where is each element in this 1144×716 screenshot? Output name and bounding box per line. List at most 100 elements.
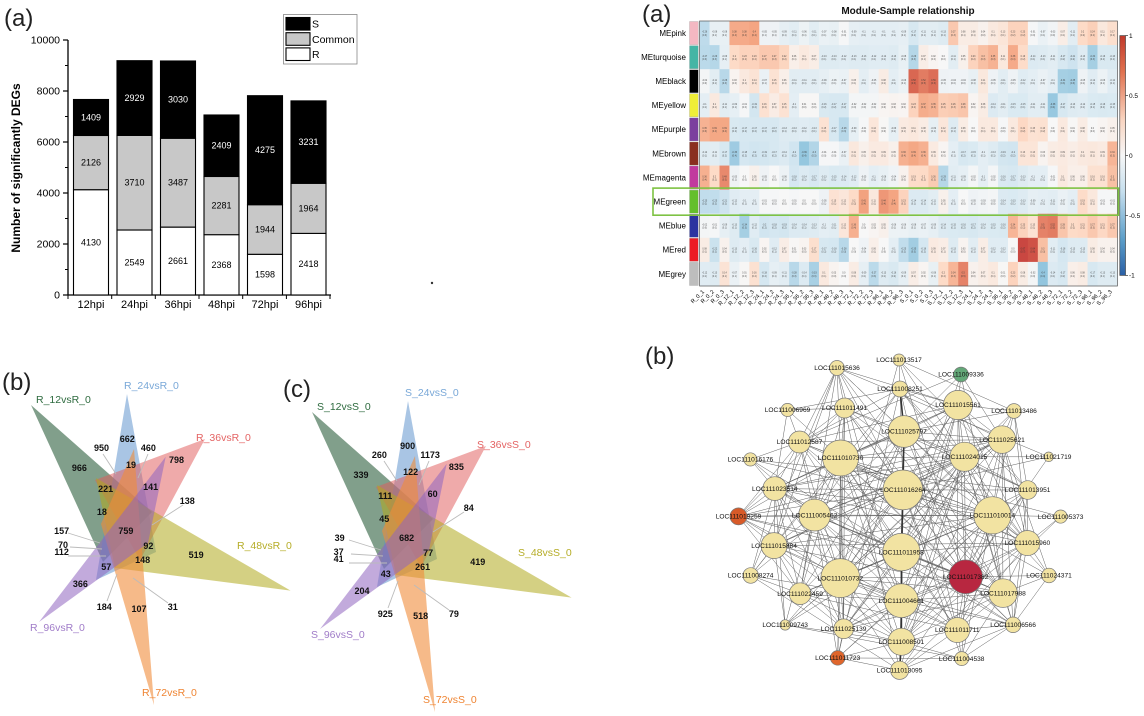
svg-text:-0.07: -0.07 <box>841 80 847 82</box>
svg-text:-0.02: -0.02 <box>851 104 857 106</box>
svg-text:-0.09: -0.09 <box>931 128 937 130</box>
svg-text:0.39: 0.39 <box>722 128 727 130</box>
svg-text:0.0: 0.0 <box>1051 128 1055 130</box>
svg-text:-0.16: -0.16 <box>1100 56 1106 58</box>
svg-text:(0.1): (0.1) <box>1040 179 1045 181</box>
svg-text:MEbrown: MEbrown <box>652 149 686 158</box>
svg-text:-0.16: -0.16 <box>752 249 758 251</box>
svg-text:1173: 1173 <box>420 450 440 460</box>
svg-text:-0.13: -0.13 <box>821 176 827 178</box>
svg-text:(0.2): (0.2) <box>782 59 787 61</box>
svg-text:(0.0): (0.0) <box>742 107 747 109</box>
svg-text:(0.1): (0.1) <box>871 131 876 133</box>
svg-text:(0.1): (0.1) <box>742 204 747 206</box>
svg-text:(0.2): (0.2) <box>1070 228 1075 230</box>
svg-text:(0.0): (0.0) <box>881 107 886 109</box>
svg-text:(0.0): (0.0) <box>871 107 876 109</box>
svg-text:0.27: 0.27 <box>772 56 777 58</box>
svg-text:0.04: 0.04 <box>971 273 976 275</box>
svg-text:(0.1): (0.1) <box>1090 204 1095 206</box>
svg-text:0.08: 0.08 <box>961 32 966 34</box>
svg-text:0.01: 0.01 <box>1070 128 1075 130</box>
svg-text:(0.1): (0.1) <box>1021 83 1026 85</box>
svg-text:-0.15: -0.15 <box>971 152 977 154</box>
svg-text:(0.1): (0.1) <box>822 204 827 206</box>
svg-text:(0.0): (0.0) <box>792 252 797 254</box>
svg-text:(0.5): (0.5) <box>722 179 727 181</box>
svg-text:0.36: 0.36 <box>852 225 857 227</box>
svg-text:(0.1): (0.1) <box>1060 35 1065 37</box>
svg-text:(0.2): (0.2) <box>1001 155 1006 157</box>
svg-text:(0.0): (0.0) <box>782 204 787 206</box>
svg-text:-0.25: -0.25 <box>901 249 907 251</box>
svg-text:(0.1): (0.1) <box>931 35 936 37</box>
svg-text:MEpurple: MEpurple <box>652 125 687 134</box>
svg-text:366: 366 <box>73 579 88 589</box>
svg-text:1409: 1409 <box>81 113 101 123</box>
svg-text:LOC111024371: LOC111024371 <box>1026 573 1072 580</box>
svg-text:0.2: 0.2 <box>713 176 717 178</box>
svg-text:(0.1): (0.1) <box>752 179 757 181</box>
svg-text:(0.1): (0.1) <box>1011 83 1016 85</box>
svg-text:0.0: 0.0 <box>852 249 856 251</box>
svg-text:0.13: 0.13 <box>1021 152 1026 154</box>
svg-text:112: 112 <box>54 547 69 557</box>
svg-text:(0.3): (0.3) <box>871 276 876 278</box>
svg-text:R_24vsR_0: R_24vsR_0 <box>124 380 179 392</box>
svg-text:-0.16: -0.16 <box>732 128 738 130</box>
svg-text:0.36: 0.36 <box>901 152 906 154</box>
svg-text:(0.2): (0.2) <box>921 179 926 181</box>
svg-text:(0.2): (0.2) <box>1011 35 1016 37</box>
svg-text:(0.1): (0.1) <box>961 179 966 181</box>
svg-text:-0.09: -0.09 <box>722 56 728 58</box>
svg-text:(0.1): (0.1) <box>1070 179 1075 181</box>
svg-text:(0.2): (0.2) <box>851 204 856 206</box>
svg-text:(0.1): (0.1) <box>941 35 946 37</box>
svg-text:(0.2): (0.2) <box>911 107 916 109</box>
svg-text:-0.1: -0.1 <box>1051 80 1056 82</box>
svg-text:141: 141 <box>143 482 158 492</box>
svg-text:-0.12: -0.12 <box>851 176 857 178</box>
svg-text:R_72vsR_0: R_72vsR_0 <box>142 687 197 699</box>
svg-text:-0.28: -0.28 <box>841 249 847 251</box>
svg-text:0.16: 0.16 <box>1090 176 1095 178</box>
svg-text:(0.1): (0.1) <box>1070 155 1075 157</box>
svg-text:2418: 2418 <box>298 259 318 269</box>
svg-text:(0.1): (0.1) <box>732 276 737 278</box>
svg-text:(0.2): (0.2) <box>742 155 747 157</box>
svg-text:(0.1): (0.1) <box>971 155 976 157</box>
svg-text:0.38: 0.38 <box>732 32 737 34</box>
svg-text:(0.1): (0.1) <box>1021 276 1026 278</box>
svg-text:0.58: 0.58 <box>911 80 916 82</box>
svg-text:-0.12: -0.12 <box>1000 249 1006 251</box>
svg-text:(0.1): (0.1) <box>772 35 777 37</box>
svg-text:-0.16: -0.16 <box>891 273 897 275</box>
svg-text:(0.1): (0.1) <box>802 228 807 230</box>
svg-text:-0.18: -0.18 <box>831 249 837 251</box>
svg-text:-0.01: -0.01 <box>762 200 768 202</box>
svg-text:(0.0): (0.0) <box>762 204 767 206</box>
svg-text:(0.1): (0.1) <box>822 35 827 37</box>
svg-text:(0.3): (0.3) <box>981 59 986 61</box>
svg-text:0.1: 0.1 <box>1061 128 1065 130</box>
svg-text:(0.0): (0.0) <box>851 107 856 109</box>
svg-text:2281: 2281 <box>211 201 231 211</box>
svg-text:-0.06: -0.06 <box>831 80 837 82</box>
svg-text:(0.1): (0.1) <box>871 179 876 181</box>
svg-text:(0.2): (0.2) <box>762 276 767 278</box>
svg-text:0.06: 0.06 <box>1070 176 1075 178</box>
svg-text:-0.11: -0.11 <box>1050 249 1056 251</box>
svg-text:(0.0): (0.0) <box>1100 252 1105 254</box>
svg-text:(0.1): (0.1) <box>812 59 817 61</box>
svg-text:(0.1): (0.1) <box>712 276 717 278</box>
svg-text:(0.2): (0.2) <box>772 228 777 230</box>
svg-text:0.06: 0.06 <box>871 249 876 251</box>
svg-text:0.27: 0.27 <box>951 32 956 34</box>
svg-text:-0.11: -0.11 <box>1070 32 1076 34</box>
svg-text:(0.1): (0.1) <box>871 83 876 85</box>
svg-text:MEmagenta: MEmagenta <box>643 173 687 182</box>
svg-text:-0.13: -0.13 <box>791 128 797 130</box>
svg-text:-0.13: -0.13 <box>1110 273 1116 275</box>
svg-text:0.37: 0.37 <box>921 104 926 106</box>
svg-text:(0.2): (0.2) <box>941 107 946 109</box>
